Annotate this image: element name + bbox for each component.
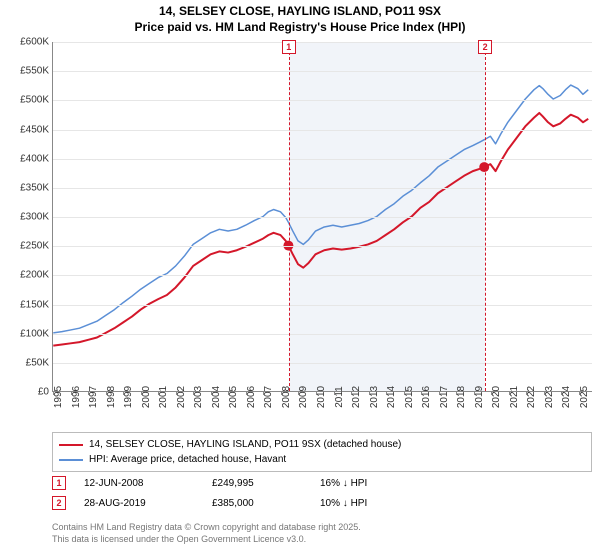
x-tick-label: 2017 [439,386,450,408]
legend-swatch [59,444,83,446]
y-tick-label: £300K [20,212,49,223]
callout-box: 2 [478,40,492,54]
title-line-2: Price paid vs. HM Land Registry's House … [0,20,600,36]
marker-box-icon: 2 [52,496,66,510]
legend-item: 14, SELSEY CLOSE, HAYLING ISLAND, PO11 9… [59,437,585,452]
x-tick-label: 1997 [88,386,99,408]
y-gridline [53,42,592,43]
y-gridline [53,130,592,131]
y-gridline [53,246,592,247]
x-tick-label: 2011 [334,386,345,408]
y-tick-label: £200K [20,270,49,281]
y-gridline [53,363,592,364]
x-tick-label: 2003 [193,386,204,408]
marker-box-icon: 1 [52,476,66,490]
footer-line-1: Contains HM Land Registry data © Crown c… [52,522,361,534]
txn-price: £385,000 [212,498,302,509]
y-tick-label: £500K [20,95,49,106]
legend-label: HPI: Average price, detached house, Hava… [89,452,286,467]
y-gridline [53,188,592,189]
x-tick-label: 2021 [509,386,520,408]
table-row: 2 28-AUG-2019 £385,000 10% ↓ HPI [52,496,592,510]
x-tick-label: 2007 [263,386,274,408]
x-tick-label: 2019 [474,386,485,408]
x-tick-label: 2016 [421,386,432,408]
y-gridline [53,334,592,335]
y-tick-label: £400K [20,153,49,164]
y-tick-label: £150K [20,299,49,310]
x-tick-label: 2010 [316,386,327,408]
y-tick-label: £100K [20,328,49,339]
transactions-table: 1 12-JUN-2008 £249,995 16% ↓ HPI 2 28-AU… [52,476,592,516]
y-gridline [53,71,592,72]
chart-title: 14, SELSEY CLOSE, HAYLING ISLAND, PO11 9… [0,0,600,37]
txn-date: 28-AUG-2019 [84,498,194,509]
x-tick-label: 2025 [579,386,590,408]
y-gridline [53,159,592,160]
y-gridline [53,305,592,306]
legend-label: 14, SELSEY CLOSE, HAYLING ISLAND, PO11 9… [89,437,401,452]
series-hpi [53,85,588,333]
y-tick-label: £450K [20,124,49,135]
y-gridline [53,217,592,218]
txn-delta: 16% ↓ HPI [320,478,430,489]
x-tick-label: 2022 [526,386,537,408]
x-tick-label: 2013 [369,386,380,408]
footer-attribution: Contains HM Land Registry data © Crown c… [52,522,361,545]
x-tick-label: 2023 [544,386,555,408]
x-tick-label: 2015 [404,386,415,408]
txn-date: 12-JUN-2008 [84,478,194,489]
x-tick-label: 2000 [141,386,152,408]
x-tick-label: 2004 [211,386,222,408]
callout-vline [289,42,290,391]
legend-item: HPI: Average price, detached house, Hava… [59,452,585,467]
x-tick-label: 2012 [351,386,362,408]
y-tick-label: £250K [20,241,49,252]
x-tick-label: 2009 [298,386,309,408]
plot-area: £0£50K£100K£150K£200K£250K£300K£350K£400… [52,42,592,392]
x-tick-label: 2024 [561,386,572,408]
footer-line-2: This data is licensed under the Open Gov… [52,534,361,546]
x-tick-label: 1995 [53,386,64,408]
legend-swatch [59,459,83,461]
y-tick-label: £550K [20,66,49,77]
y-gridline [53,100,592,101]
x-tick-label: 1996 [71,386,82,408]
y-tick-label: £600K [20,37,49,48]
txn-price: £249,995 [212,478,302,489]
x-tick-label: 2020 [491,386,502,408]
legend: 14, SELSEY CLOSE, HAYLING ISLAND, PO11 9… [52,432,592,472]
x-tick-label: 2014 [386,386,397,408]
x-tick-label: 2018 [456,386,467,408]
callout-box: 1 [282,40,296,54]
y-gridline [53,275,592,276]
y-tick-label: £50K [26,357,49,368]
x-tick-label: 1999 [123,386,134,408]
x-tick-label: 2001 [158,386,169,408]
x-tick-label: 2005 [228,386,239,408]
table-row: 1 12-JUN-2008 £249,995 16% ↓ HPI [52,476,592,490]
title-line-1: 14, SELSEY CLOSE, HAYLING ISLAND, PO11 9… [0,4,600,20]
x-tick-label: 1998 [106,386,117,408]
callout-vline [485,42,486,391]
chart-container: 14, SELSEY CLOSE, HAYLING ISLAND, PO11 9… [0,0,600,560]
txn-delta: 10% ↓ HPI [320,498,430,509]
y-tick-label: £350K [20,182,49,193]
x-tick-label: 2002 [176,386,187,408]
y-tick-label: £0 [38,387,49,398]
x-tick-label: 2006 [246,386,257,408]
x-tick-label: 2008 [281,386,292,408]
